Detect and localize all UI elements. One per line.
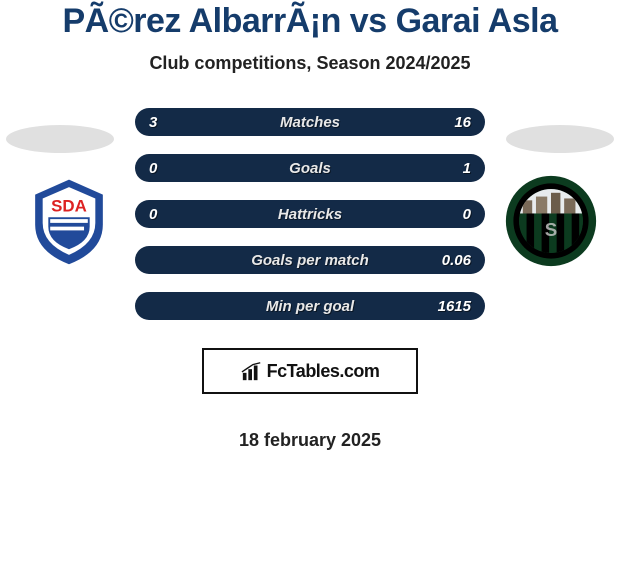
stat-right-value: 0 bbox=[463, 206, 471, 223]
stat-label: Goals bbox=[135, 160, 485, 177]
stat-row-min-per-goal: Min per goal 1615 bbox=[135, 292, 485, 320]
stat-label: Hattricks bbox=[135, 206, 485, 223]
fctables-logo-text: FcTables.com bbox=[267, 361, 380, 382]
stat-row-matches: 3 Matches 16 bbox=[135, 108, 485, 136]
page-title: PÃ©rez AlbarrÃ¡n vs Garai Asla bbox=[0, 2, 620, 41]
stat-left-value: 0 bbox=[149, 160, 157, 177]
stat-left-value: 3 bbox=[149, 114, 157, 131]
page-subtitle: Club competitions, Season 2024/2025 bbox=[0, 53, 620, 74]
stat-label: Matches bbox=[135, 114, 485, 131]
stat-left-value: 0 bbox=[149, 206, 157, 223]
fctables-logo[interactable]: FcTables.com bbox=[202, 348, 418, 394]
stat-right-value: 1615 bbox=[438, 298, 471, 315]
stat-row-goals-per-match: Goals per match 0.06 bbox=[135, 246, 485, 274]
bar-chart-icon bbox=[241, 360, 263, 382]
stat-right-value: 16 bbox=[454, 114, 471, 131]
stats-list: 3 Matches 16 0 Goals 1 0 Hattricks 0 Goa… bbox=[0, 108, 620, 451]
stat-label: Goals per match bbox=[135, 252, 485, 269]
stat-right-value: 0.06 bbox=[442, 252, 471, 269]
stat-row-hattricks: 0 Hattricks 0 bbox=[135, 200, 485, 228]
stat-label: Min per goal bbox=[135, 298, 485, 315]
comparison-date: 18 february 2025 bbox=[239, 430, 381, 451]
stat-row-goals: 0 Goals 1 bbox=[135, 154, 485, 182]
stat-right-value: 1 bbox=[463, 160, 471, 177]
